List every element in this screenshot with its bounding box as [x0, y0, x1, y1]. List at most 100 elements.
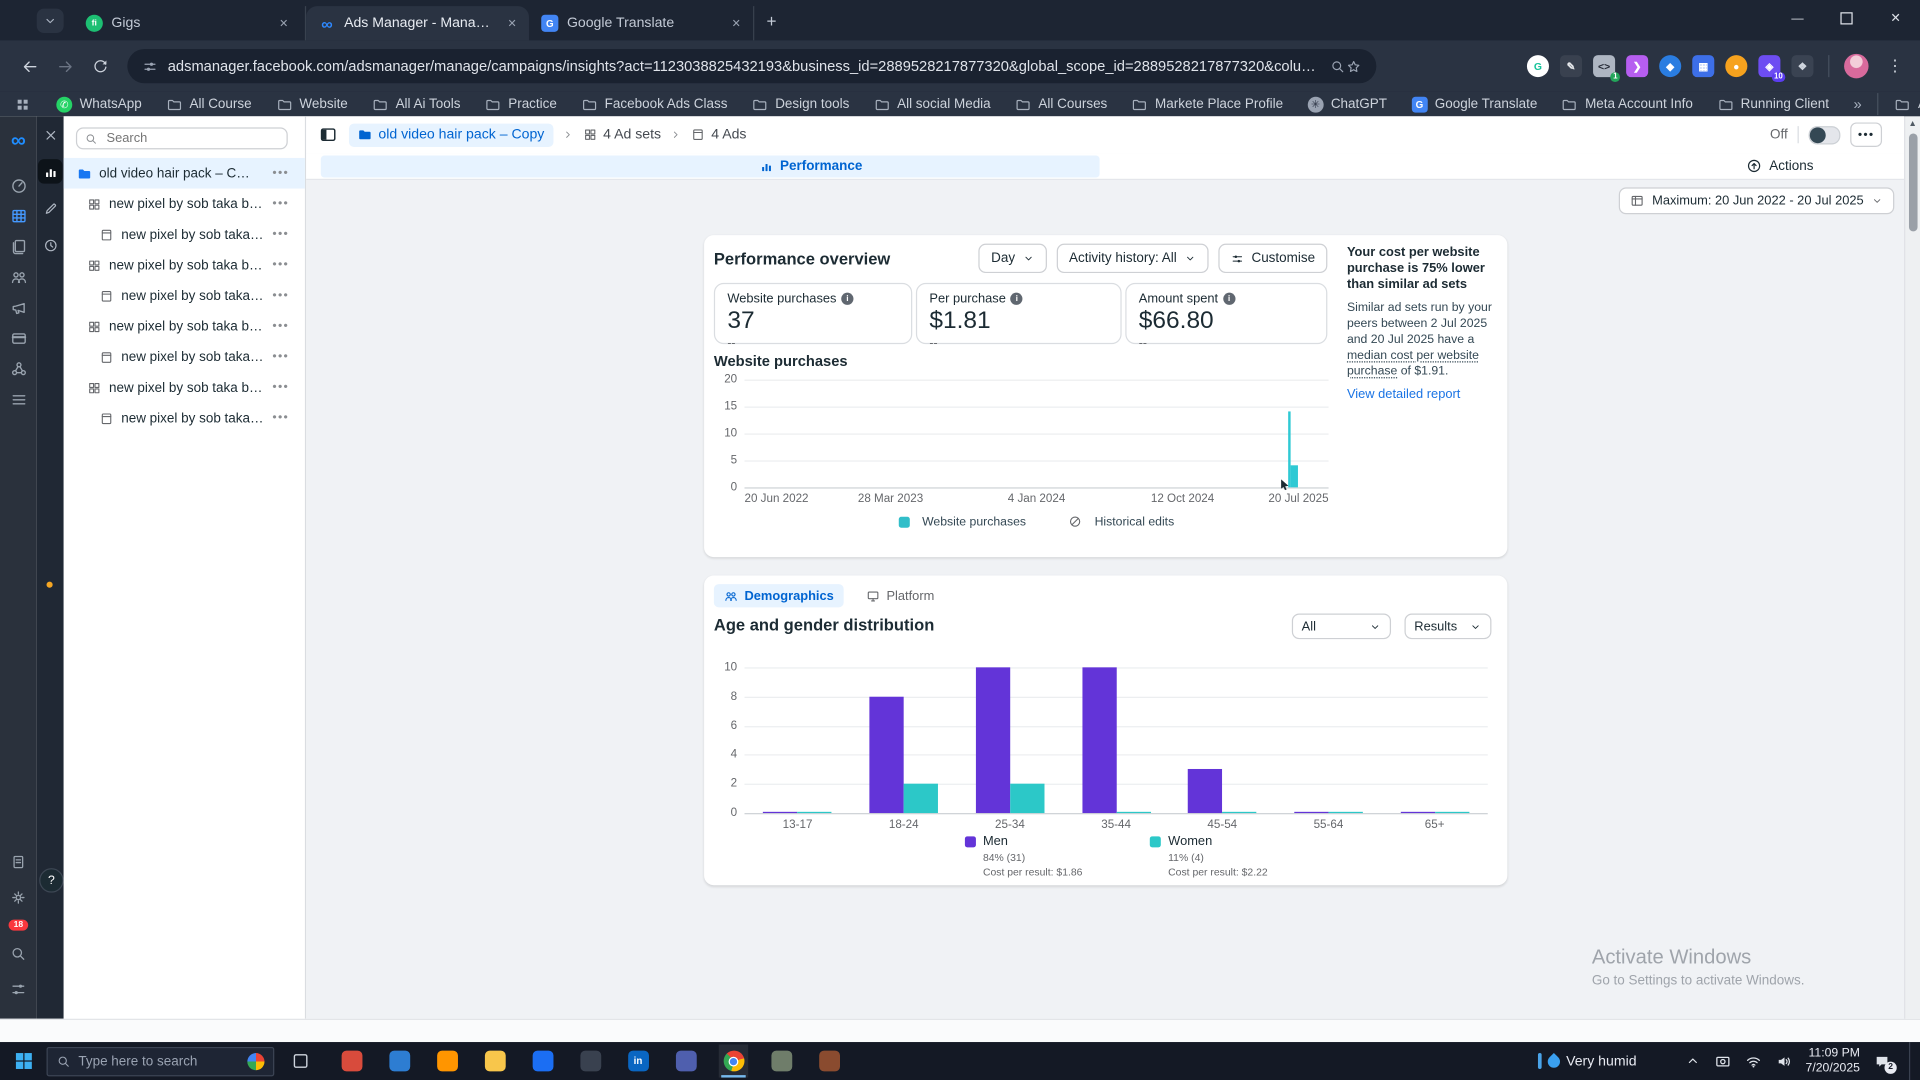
- feather-extension[interactable]: ❯: [1626, 55, 1648, 77]
- tab-google-translate[interactable]: G Google Translate ✕: [529, 6, 754, 40]
- all-bookmarks-button[interactable]: All Bookmarks: [1895, 96, 1920, 112]
- bookmark-chatgpt[interactable]: ✳ ChatGPT: [1308, 96, 1387, 112]
- row-menu-icon[interactable]: •••: [272, 289, 289, 302]
- cast-icon[interactable]: [1714, 1052, 1731, 1069]
- back-button[interactable]: [21, 57, 39, 75]
- audience-filter-dropdown[interactable]: All: [1292, 613, 1391, 639]
- profile-avatar[interactable]: [1844, 54, 1868, 78]
- wifi-icon[interactable]: [1744, 1052, 1761, 1069]
- nav-events-manager[interactable]: [5, 356, 32, 382]
- blue-grid-extension[interactable]: ▦: [1692, 55, 1714, 77]
- sidebar-item-ad[interactable]: new pixel by sob taka bak pack •••: [64, 280, 305, 311]
- nav-campaigns[interactable]: [5, 203, 32, 229]
- bookmark-all-social-media[interactable]: All social Media: [874, 96, 991, 112]
- sidebar-item-adset[interactable]: new pixel by sob taka bak pack – Copy •••: [64, 372, 305, 403]
- address-bar[interactable]: adsmanager.facebook.com/adsmanager/manag…: [127, 49, 1376, 83]
- sidebar-item-adset[interactable]: new pixel by sob taka bak pack – Copy •••: [64, 311, 305, 342]
- tab-search-button[interactable]: [37, 9, 64, 33]
- app-store[interactable]: [384, 1044, 413, 1077]
- tab-close-icon[interactable]: ✕: [729, 14, 743, 32]
- bookmark-practice[interactable]: Practice: [485, 96, 557, 112]
- nav-page-doc[interactable]: [5, 849, 32, 875]
- tab-demographics[interactable]: Demographics: [714, 584, 844, 607]
- app-chrome[interactable]: [719, 1044, 748, 1077]
- sidebar-item-adset[interactable]: new pixel by sob taka bak pack •••: [64, 189, 305, 220]
- date-range-selector[interactable]: Maximum: 20 Jun 2022 - 20 Jul 2025: [1619, 187, 1894, 214]
- site-settings-icon[interactable]: [142, 58, 158, 74]
- bookmark-meta-account-info[interactable]: Meta Account Info: [1562, 96, 1693, 112]
- sidebar-item-ad[interactable]: new pixel by sob taka bak pack •••: [64, 342, 305, 373]
- app-brave[interactable]: [814, 1044, 843, 1077]
- bookmark-website[interactable]: Website: [276, 96, 348, 112]
- actions-button[interactable]: Actions: [1746, 153, 1813, 179]
- activity-history-dropdown[interactable]: Activity history: All: [1057, 244, 1209, 273]
- taskbar-search[interactable]: Type here to search: [47, 1046, 275, 1075]
- row-menu-icon[interactable]: •••: [272, 411, 289, 424]
- bookmark-google-translate[interactable]: G Google Translate: [1411, 96, 1537, 112]
- nav-audiences[interactable]: [5, 264, 32, 290]
- purple-extension[interactable]: ◈ 10: [1758, 55, 1780, 77]
- nav-pages[interactable]: [5, 234, 32, 260]
- row-menu-icon[interactable]: •••: [272, 258, 289, 271]
- scrollbar-thumb[interactable]: [1908, 133, 1917, 231]
- info-icon[interactable]: i: [1011, 293, 1023, 305]
- row-menu-icon[interactable]: •••: [272, 381, 289, 394]
- app-firefox[interactable]: [432, 1044, 461, 1077]
- row-menu-icon[interactable]: •••: [272, 350, 289, 363]
- nav-all-tools[interactable]: [5, 387, 32, 413]
- meta-logo-icon[interactable]: ∞: [11, 129, 26, 153]
- nav-account-overview[interactable]: [5, 173, 32, 199]
- row-menu-icon[interactable]: •••: [272, 228, 289, 241]
- clock[interactable]: 11:09 PM 7/20/2025: [1806, 1046, 1860, 1075]
- blue-gem-extension[interactable]: ◆: [1659, 55, 1681, 77]
- bookmark-all-ai-tools[interactable]: All Ai Tools: [372, 96, 460, 112]
- code-extension[interactable]: <> 1: [1593, 55, 1615, 77]
- orange-extension[interactable]: ●: [1725, 55, 1747, 77]
- nav-search-tool[interactable]: [5, 940, 32, 966]
- sidebar-item-ad[interactable]: new pixel by sob taka bak pack •••: [64, 219, 305, 250]
- nav-ads-reporting[interactable]: [5, 295, 32, 321]
- forward-button[interactable]: [56, 57, 74, 75]
- tab-close-icon[interactable]: ✕: [277, 14, 291, 32]
- breadcrumb-ads[interactable]: 4 Ads: [690, 127, 746, 142]
- tab-close-icon[interactable]: ✕: [505, 14, 519, 32]
- day-dropdown[interactable]: Day: [979, 244, 1047, 273]
- help-button[interactable]: ?: [39, 868, 63, 892]
- search-in-page-icon[interactable]: [1330, 58, 1346, 74]
- nav-preferences[interactable]: [5, 976, 32, 1002]
- vertical-scrollbar[interactable]: ▲: [1904, 116, 1920, 1018]
- app-linkedin[interactable]: in: [623, 1044, 652, 1077]
- app-suite[interactable]: [767, 1044, 796, 1077]
- app-camera[interactable]: [576, 1044, 605, 1077]
- bookmark-running-client[interactable]: Running Client: [1717, 96, 1829, 112]
- panel-close-panel[interactable]: [38, 122, 62, 146]
- browser-menu-icon[interactable]: ⋮: [1887, 56, 1903, 76]
- sidebar-search-input[interactable]: [104, 130, 279, 147]
- show-desktop-button[interactable]: [1909, 1042, 1913, 1080]
- pen-tool-extension[interactable]: ✎: [1560, 55, 1582, 77]
- info-icon[interactable]: i: [841, 293, 853, 305]
- breadcrumb-adsets[interactable]: 4 Ad sets: [582, 127, 661, 142]
- start-button[interactable]: [0, 1042, 47, 1080]
- bookmark-all-courses[interactable]: All Courses: [1015, 96, 1107, 112]
- bookmark-whatsapp[interactable]: ✆ WhatsApp: [56, 96, 141, 112]
- panel-insights-panel[interactable]: [38, 159, 62, 183]
- bookmarks-overflow-chevron[interactable]: »: [1854, 96, 1862, 113]
- nav-notifications-badge[interactable]: 18: [9, 920, 28, 931]
- task-view-button[interactable]: [291, 1052, 309, 1070]
- app-mail[interactable]: [337, 1044, 366, 1077]
- tab-performance[interactable]: [321, 156, 1100, 178]
- notification-center-button[interactable]: 2: [1873, 1052, 1890, 1069]
- tab-ads-manager-manage-ads-c[interactable]: ∞ Ads Manager - Manage ads - C ✕: [306, 6, 529, 40]
- reload-button[interactable]: [92, 58, 109, 75]
- campaign-toggle[interactable]: [1809, 126, 1841, 144]
- nav-settings[interactable]: [5, 884, 32, 910]
- row-menu-icon[interactable]: •••: [272, 197, 289, 210]
- collapse-sidebar-icon[interactable]: [318, 125, 338, 145]
- app-teams[interactable]: [671, 1044, 700, 1077]
- bookmark-facebook-ads-class[interactable]: Facebook Ads Class: [581, 96, 727, 112]
- bookmark-all-course[interactable]: All Course: [166, 96, 251, 112]
- grammarly-extension[interactable]: G: [1527, 55, 1549, 77]
- sidebar-search[interactable]: [76, 127, 288, 149]
- app-file-explorer[interactable]: [480, 1044, 509, 1077]
